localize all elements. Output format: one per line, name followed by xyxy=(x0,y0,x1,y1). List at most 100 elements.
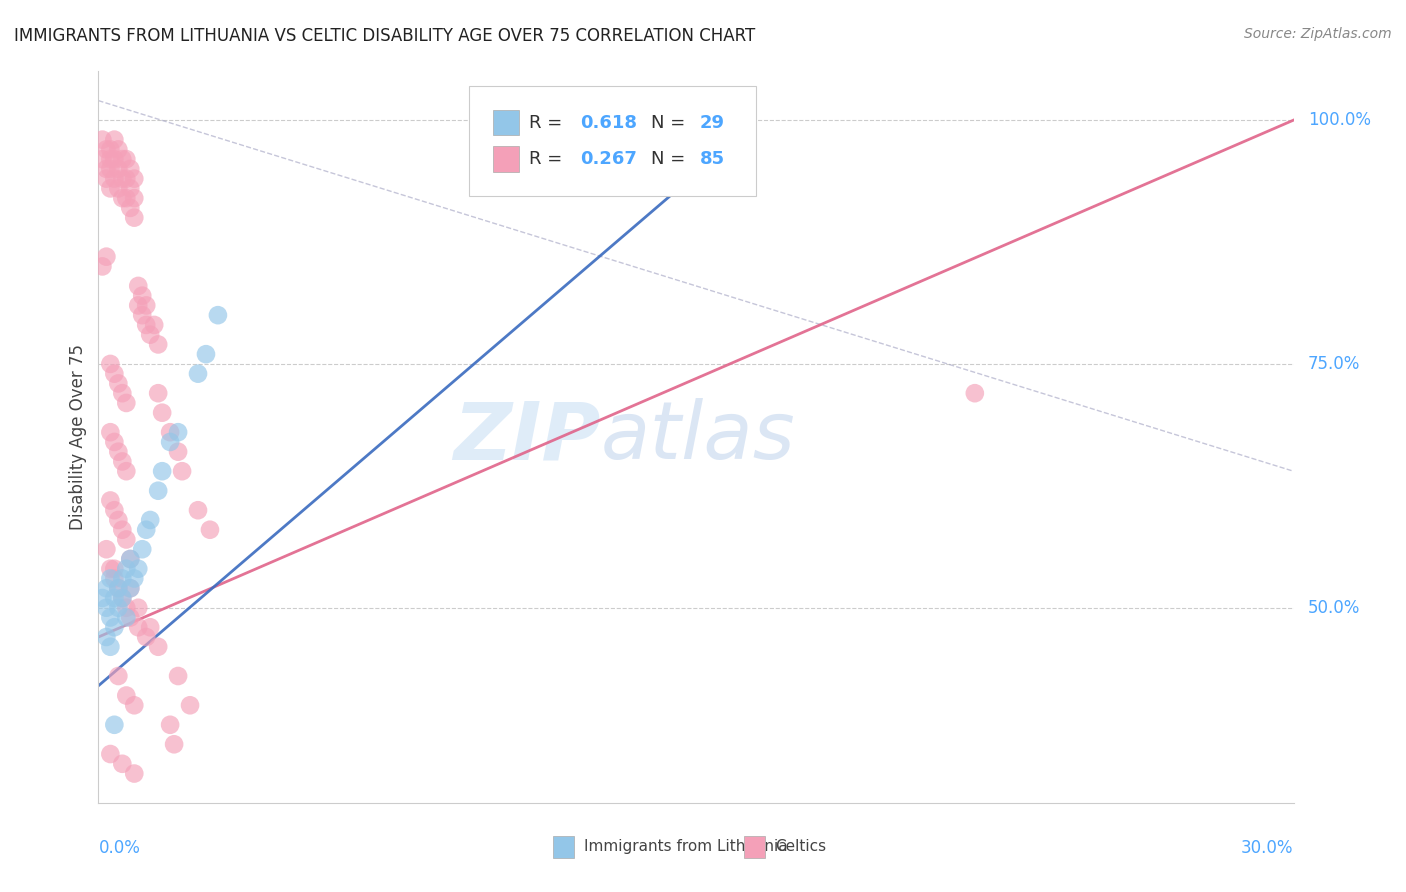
Point xyxy=(187,367,209,381)
Point xyxy=(107,669,129,683)
Point xyxy=(148,640,170,654)
Point xyxy=(115,464,138,478)
Point xyxy=(115,689,138,703)
Point xyxy=(148,483,170,498)
Point xyxy=(139,327,162,342)
Point xyxy=(124,171,146,186)
Point xyxy=(115,171,138,186)
Text: N =: N = xyxy=(651,150,690,168)
Point xyxy=(107,181,129,195)
Point xyxy=(159,718,181,732)
Point xyxy=(98,640,122,654)
Point xyxy=(124,572,146,586)
Point xyxy=(127,562,149,576)
Point xyxy=(96,630,118,644)
Point xyxy=(143,318,166,332)
FancyBboxPatch shape xyxy=(494,146,519,172)
Point xyxy=(103,562,125,576)
Point xyxy=(120,552,142,566)
Point xyxy=(207,308,229,322)
Point xyxy=(148,386,170,401)
Point xyxy=(96,600,118,615)
Point xyxy=(135,630,157,644)
Point xyxy=(179,698,201,713)
Point xyxy=(115,396,138,410)
Point xyxy=(96,142,118,156)
Point xyxy=(120,181,142,195)
Point xyxy=(107,513,129,527)
Point xyxy=(115,152,138,166)
Text: Source: ZipAtlas.com: Source: ZipAtlas.com xyxy=(1244,27,1392,41)
Text: 0.0%: 0.0% xyxy=(98,839,141,857)
Point xyxy=(115,191,138,205)
Point xyxy=(111,523,134,537)
Point xyxy=(163,737,186,751)
Text: Celtics: Celtics xyxy=(775,839,825,855)
Point xyxy=(91,133,114,147)
Point xyxy=(159,434,181,449)
Point xyxy=(107,161,129,176)
Point xyxy=(98,142,122,156)
Point xyxy=(103,367,125,381)
Point xyxy=(187,503,209,517)
Point xyxy=(103,434,125,449)
Text: 29: 29 xyxy=(700,113,724,131)
Point xyxy=(150,464,173,478)
Point xyxy=(111,171,134,186)
Point xyxy=(107,581,129,595)
Text: 30.0%: 30.0% xyxy=(1241,839,1294,857)
Point xyxy=(120,581,142,595)
Point xyxy=(131,288,153,302)
Point xyxy=(91,152,114,166)
Text: 0.618: 0.618 xyxy=(581,113,637,131)
Point xyxy=(91,260,114,274)
Point xyxy=(131,542,153,557)
Point xyxy=(135,318,157,332)
Text: R =: R = xyxy=(529,150,568,168)
Text: atlas: atlas xyxy=(600,398,796,476)
Point xyxy=(98,357,122,371)
Point xyxy=(107,600,129,615)
FancyBboxPatch shape xyxy=(553,836,574,858)
Point xyxy=(98,610,122,624)
FancyBboxPatch shape xyxy=(744,836,765,858)
Point xyxy=(115,562,138,576)
Text: IMMIGRANTS FROM LITHUANIA VS CELTIC DISABILITY AGE OVER 75 CORRELATION CHART: IMMIGRANTS FROM LITHUANIA VS CELTIC DISA… xyxy=(14,27,755,45)
Point xyxy=(111,591,134,605)
Point xyxy=(139,620,162,634)
Point xyxy=(111,756,134,771)
Point xyxy=(98,425,122,440)
Point xyxy=(103,152,125,166)
Point xyxy=(103,572,125,586)
Point xyxy=(120,610,142,624)
Text: 50.0%: 50.0% xyxy=(1308,599,1360,616)
Point xyxy=(98,572,122,586)
Point xyxy=(111,152,134,166)
Point xyxy=(963,386,986,401)
Point xyxy=(107,376,129,391)
Point xyxy=(120,581,142,595)
Point xyxy=(91,591,114,605)
Point xyxy=(159,425,181,440)
Point xyxy=(98,493,122,508)
Point xyxy=(124,698,146,713)
Point xyxy=(115,600,138,615)
Point xyxy=(103,620,125,634)
Point xyxy=(96,250,118,264)
Point xyxy=(120,161,142,176)
Text: ZIP: ZIP xyxy=(453,398,600,476)
Point xyxy=(103,503,125,517)
FancyBboxPatch shape xyxy=(494,110,519,136)
Point xyxy=(131,308,153,322)
Point xyxy=(198,523,221,537)
Point xyxy=(98,181,122,195)
Point xyxy=(103,718,125,732)
Point xyxy=(135,298,157,312)
Point xyxy=(115,533,138,547)
Text: 0.267: 0.267 xyxy=(581,150,637,168)
Point xyxy=(111,454,134,468)
Text: Immigrants from Lithuania: Immigrants from Lithuania xyxy=(583,839,787,855)
Point xyxy=(96,542,118,557)
Point xyxy=(98,562,122,576)
Text: 85: 85 xyxy=(700,150,724,168)
